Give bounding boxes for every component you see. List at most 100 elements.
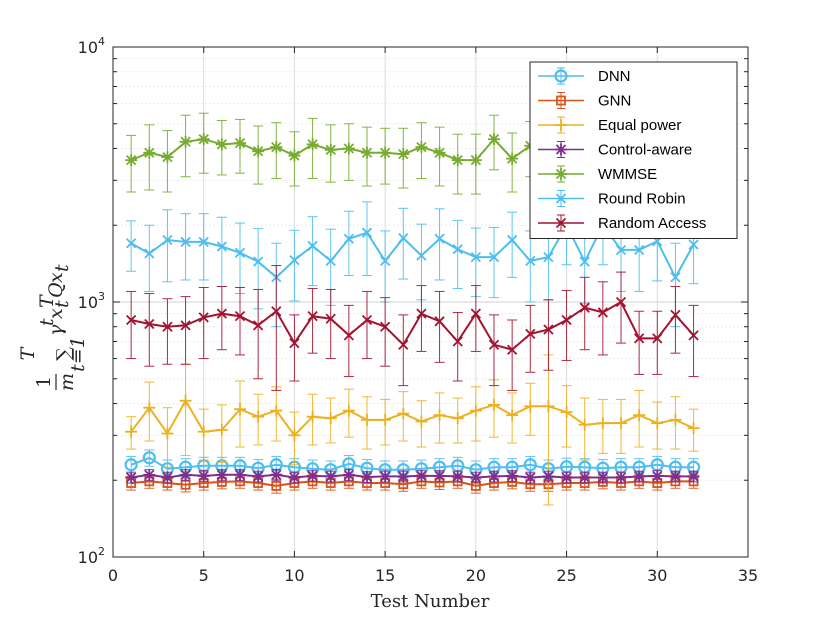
marker-stroke — [525, 328, 536, 339]
legend-swatch-marker — [555, 119, 567, 131]
data-point — [433, 409, 446, 422]
data-point — [506, 152, 519, 165]
data-point — [615, 296, 627, 308]
marker-stroke — [380, 147, 391, 158]
marker-stroke — [615, 296, 627, 308]
data-point — [252, 410, 265, 423]
data-point — [652, 333, 663, 344]
marker-stroke — [162, 151, 173, 163]
marker-square — [271, 481, 282, 491]
data-point — [578, 471, 591, 484]
error-bar — [180, 296, 191, 365]
data-point — [288, 149, 301, 162]
data-point — [433, 469, 446, 482]
data-point — [416, 308, 427, 319]
marker-stroke — [325, 144, 336, 156]
marker-stroke — [307, 311, 318, 322]
error-bar — [561, 289, 572, 361]
error-bar — [144, 292, 155, 367]
marker-stroke — [525, 255, 536, 266]
marker-stroke — [561, 472, 572, 483]
data-point — [596, 417, 609, 430]
ylabel-x1: x — [45, 308, 67, 319]
marker-stroke — [688, 239, 699, 250]
data-point — [451, 412, 464, 425]
x-tick-label: 0 — [108, 566, 118, 585]
error-bar — [470, 285, 481, 352]
data-point — [416, 250, 427, 261]
marker-stroke — [416, 141, 427, 153]
marker-stroke — [180, 136, 191, 147]
data-point — [633, 409, 646, 422]
marker-stroke — [597, 307, 608, 318]
marker-stroke — [434, 147, 445, 158]
legend-label: GNN — [598, 93, 631, 110]
data-point — [215, 468, 228, 481]
marker-stroke — [180, 236, 191, 248]
data-point — [288, 429, 301, 442]
marker-stroke — [579, 472, 590, 483]
marker-stroke — [488, 339, 500, 350]
marker-stroke — [507, 344, 518, 355]
data-point — [452, 336, 463, 347]
marker-stroke — [470, 251, 481, 263]
legend-entry-dnn: DNN — [538, 67, 631, 85]
data-point — [361, 470, 373, 483]
series-line — [131, 480, 694, 487]
y-tick-label: 102 — [78, 545, 105, 567]
marker-stroke — [234, 311, 246, 322]
marker-stroke — [555, 144, 567, 155]
data-point — [215, 138, 228, 151]
data-point — [343, 330, 354, 341]
marker-stroke — [507, 234, 518, 246]
legend: DNN GNN Equal power Control-aware WMMSE Round… — [529, 61, 738, 239]
error-bar — [289, 229, 300, 302]
marker-stroke — [670, 471, 681, 482]
data-point — [669, 470, 682, 483]
error-bar — [198, 286, 209, 360]
marker-stroke — [126, 314, 137, 326]
data-point — [434, 316, 445, 327]
data-point — [180, 320, 191, 331]
error-bar — [198, 213, 209, 281]
legend-swatch-errorbar — [557, 92, 565, 109]
marker-stroke — [343, 143, 354, 154]
x-tick-label: 35 — [738, 566, 758, 585]
error-bar — [289, 314, 300, 382]
marker-stroke — [597, 472, 608, 483]
series-random-access — [126, 265, 699, 391]
data-point — [615, 471, 627, 484]
data-point — [126, 238, 137, 249]
error-bar — [362, 201, 372, 277]
marker-stroke — [289, 337, 300, 349]
data-point — [543, 324, 554, 335]
data-point — [597, 307, 608, 318]
data-point — [216, 308, 227, 319]
legend-swatch-marker — [555, 143, 567, 156]
y-tick-label: 103 — [78, 290, 105, 312]
marker-stroke — [543, 324, 554, 335]
data-point — [125, 471, 138, 484]
error-bar — [180, 213, 191, 281]
marker-stroke — [307, 139, 318, 150]
data-point — [470, 251, 481, 263]
data-point — [579, 256, 590, 267]
data-point — [270, 141, 283, 154]
marker-stroke — [688, 330, 699, 341]
marker-stroke — [634, 333, 645, 344]
data-point — [651, 417, 664, 430]
data-point — [198, 312, 209, 323]
series-layer — [124, 112, 701, 506]
marker-stroke — [507, 470, 518, 482]
ylabel-x1-sub: t — [51, 300, 73, 308]
error-bar — [307, 216, 318, 287]
error-bar — [489, 314, 499, 387]
series-control-aware — [125, 468, 700, 484]
data-point — [270, 404, 283, 417]
marker-stroke — [380, 471, 391, 482]
marker-stroke — [216, 241, 227, 252]
marker-stroke — [198, 236, 209, 248]
marker-stroke — [253, 256, 264, 267]
marker-circle — [523, 458, 537, 472]
x-tick-label: 30 — [647, 566, 667, 585]
